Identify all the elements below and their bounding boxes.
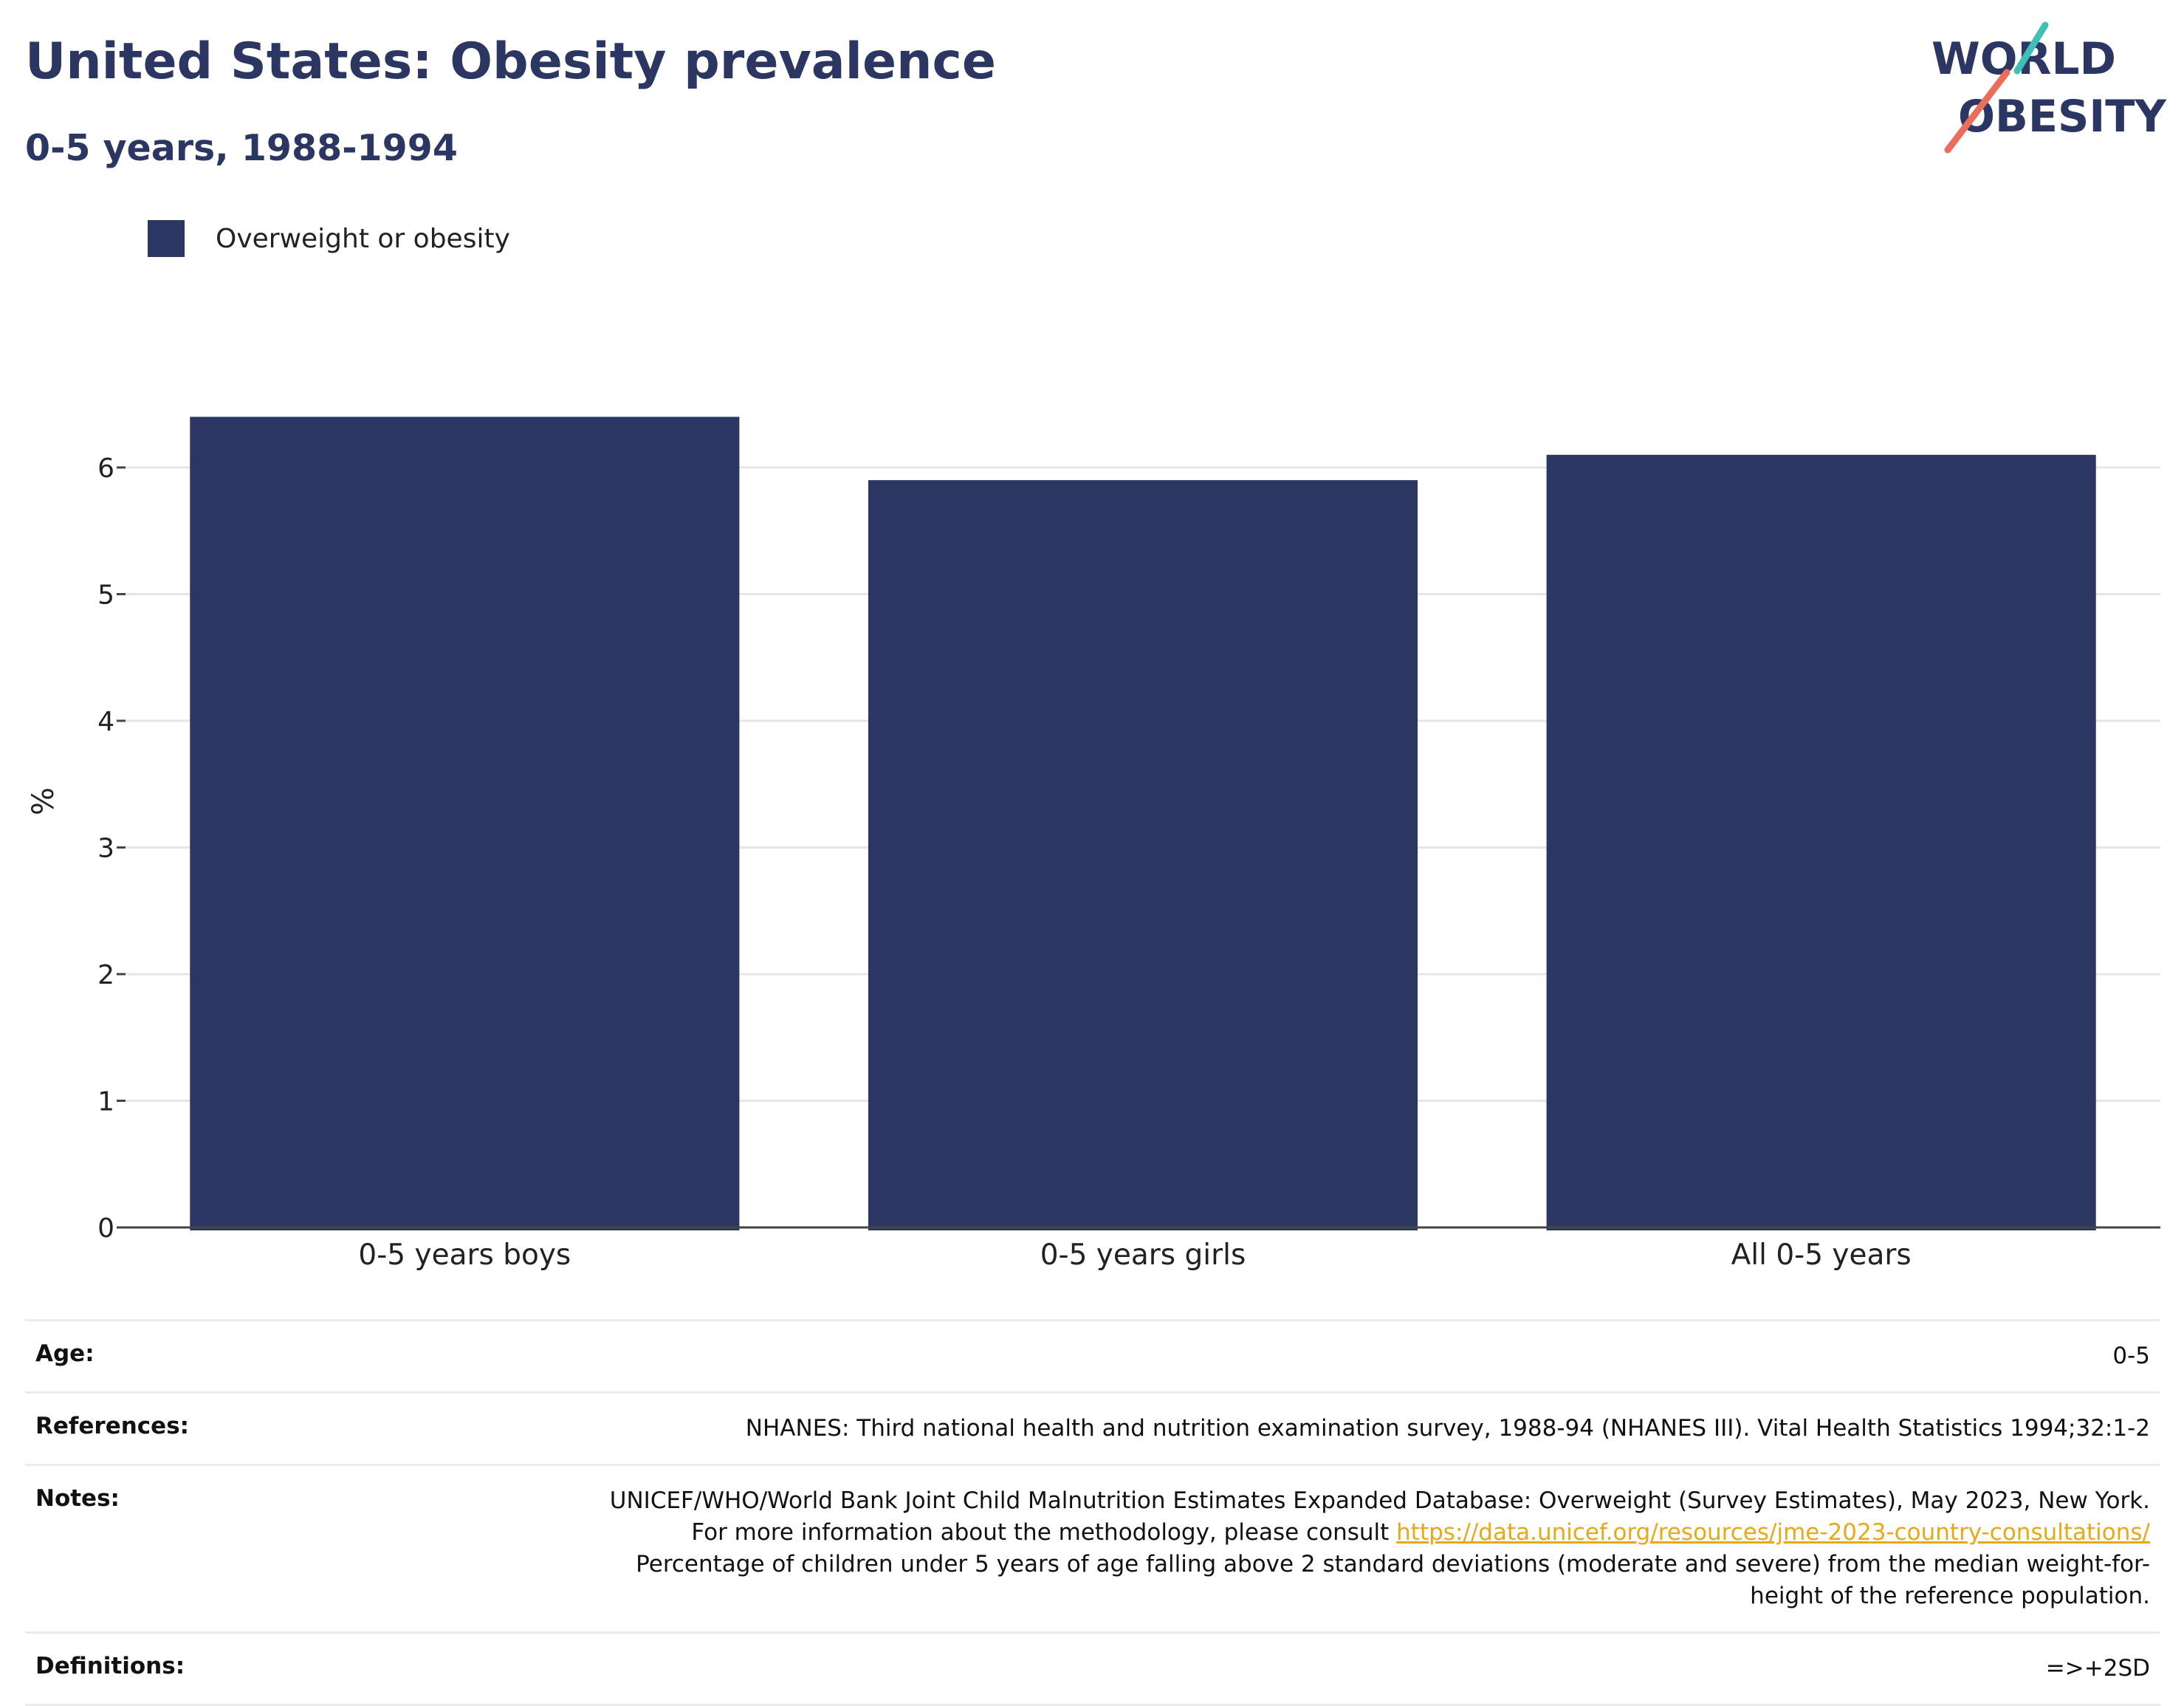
meta-row-age: Age: 0-5 [25, 1319, 2160, 1391]
meta-row-definitions: Definitions: =>+2SD [25, 1631, 2160, 1706]
bar-chart: 0 1 2 3 4 5 6 0-5 years boys 0-5 years girls All … [27, 417, 2160, 1272]
y-tick-label: 1 [97, 1087, 114, 1117]
bar [1546, 454, 2096, 1230]
page-title: United States: Obesity prevalence [25, 32, 996, 91]
meta-value-notes: UNICEF/WHO/World Bank Joint Child Malnut… [607, 1485, 2150, 1612]
legend-label: Overweight or obesity [216, 223, 510, 254]
y-tick-label: 5 [97, 580, 114, 611]
meta-value: 0-5 [2112, 1343, 2150, 1369]
notes-link[interactable]: https://data.unicef.org/resources/jme-20… [1396, 1519, 2150, 1546]
meta-row-references: References: NHANES: Third national healt… [25, 1391, 2160, 1464]
meta-value: NHANES: Third national health and nutrit… [745, 1415, 2150, 1442]
metadata-table: Age: 0-5 References: NHANES: Third natio… [25, 1319, 2160, 1706]
logo-line-2: OBESITY [1958, 91, 2168, 143]
world-obesity-logo: WORLD OBESITY [1931, 21, 2168, 154]
x-tick-label: All 0-5 years [1731, 1239, 1912, 1272]
meta-key: Definitions: [35, 1653, 185, 1679]
logo-slash-coral [1944, 69, 2010, 154]
y-tick-label: 4 [97, 707, 114, 737]
meta-row-notes: Notes: UNICEF/WHO/World Bank Joint Child… [25, 1464, 2160, 1631]
meta-key: Notes: [35, 1485, 120, 1512]
bar [868, 480, 1418, 1230]
chart-legend: Overweight or obesity [148, 220, 510, 257]
meta-key: References: [35, 1413, 190, 1439]
x-tick-label: 0-5 years girls [1040, 1239, 1246, 1272]
bar [190, 417, 740, 1230]
y-tick-label: 2 [97, 960, 114, 990]
notes-text: UNICEF/WHO/World Bank Joint Child Malnut… [609, 1487, 2150, 1546]
y-axis-label: % [27, 787, 61, 815]
x-tick-label: 0-5 years boys [358, 1239, 571, 1272]
notes-text-after: Percentage of children under 5 years of … [636, 1551, 2150, 1609]
legend-swatch [148, 220, 185, 257]
page-subtitle: 0-5 years, 1988-1994 [25, 127, 458, 169]
meta-value: =>+2SD [2045, 1655, 2150, 1682]
logo-slash-teal [2013, 21, 2049, 75]
y-tick-label: 3 [97, 834, 114, 864]
meta-key: Age: [35, 1340, 95, 1367]
y-tick-label: 6 [97, 453, 114, 484]
y-tick-label: 0 [97, 1213, 114, 1244]
